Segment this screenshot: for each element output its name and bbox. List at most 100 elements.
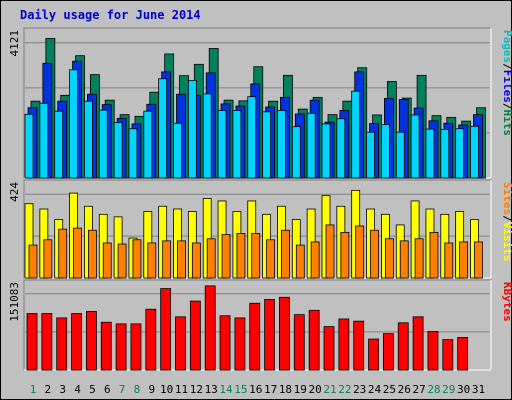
bar-sites-day-30 [459, 241, 469, 279]
bar-kbytes-day-5 [86, 310, 97, 371]
bar-kbytes-day-4 [71, 313, 82, 371]
legend-label-sep: / [501, 63, 512, 70]
x-tick-day-31: 31 [472, 383, 485, 396]
bar-kbytes-day-29 [442, 339, 454, 371]
legend-label-sites: Sites [501, 182, 512, 215]
x-tick-day-16: 16 [249, 383, 262, 396]
bar-kbytes-day-2 [41, 313, 53, 371]
bar-sites-day-28 [429, 231, 439, 279]
x-tick-day-19: 19 [294, 383, 307, 396]
x-tick-day-17: 17 [264, 383, 277, 396]
bar-kbytes-day-18 [279, 296, 290, 371]
x-tick-day-28: 28 [427, 383, 440, 396]
bar-kbytes-day-13 [204, 285, 216, 371]
bar-kbytes-day-19 [293, 314, 305, 371]
x-tick-day-29: 29 [442, 383, 455, 396]
bar-sites-day-26 [399, 240, 409, 279]
x-tick-day-24: 24 [368, 383, 382, 396]
x-tick-day-26: 26 [398, 383, 411, 396]
bar-pages-day-25 [380, 124, 390, 179]
bar-pages-day-23 [351, 90, 361, 179]
bar-sites-day-22 [340, 231, 350, 279]
bar-pages-day-28 [425, 128, 435, 179]
x-tick-day-4: 4 [74, 383, 81, 396]
bar-pages-day-26 [395, 131, 405, 179]
bar-kbytes-day-30 [457, 337, 469, 371]
x-tick-day-2: 2 [45, 383, 52, 396]
x-tick-day-30: 30 [457, 383, 470, 396]
bar-pages-day-2 [39, 102, 49, 179]
bar-sites-day-17 [266, 239, 276, 279]
bar-pages-day-29 [440, 129, 450, 179]
legend-label-files: Files [501, 70, 512, 103]
bar-kbytes-day-20 [308, 309, 320, 371]
side-legend-visits: Sites/Visits [501, 182, 512, 262]
x-tick-day-21: 21 [323, 383, 336, 396]
x-tick-day-13: 13 [205, 383, 218, 396]
bar-sites-day-3 [58, 228, 68, 279]
bar-pages-day-4 [69, 69, 78, 179]
bar-pages-day-1 [24, 113, 34, 179]
bar-kbytes-day-9 [145, 308, 157, 371]
bar-pages-day-31 [470, 125, 479, 179]
bar-sites-day-9 [147, 242, 157, 279]
bar-pages-day-30 [455, 128, 465, 179]
bar-sites-day-7 [117, 243, 127, 279]
bar-pages-day-14 [217, 110, 227, 179]
bar-pages-day-18 [277, 110, 286, 179]
bar-sites-day-4 [73, 227, 82, 279]
bar-kbytes-day-17 [264, 299, 276, 371]
bar-kbytes-day-27 [412, 316, 424, 371]
bar-kbytes-day-11 [175, 316, 186, 371]
side-legend-kbytes: KBytes [501, 282, 512, 322]
bar-pages-day-12 [187, 80, 197, 179]
bar-pages-day-24 [366, 131, 375, 179]
bar-pages-day-8 [128, 128, 138, 179]
x-tick-day-7: 7 [119, 383, 126, 396]
x-tick-day-6: 6 [104, 383, 111, 396]
bar-kbytes-day-12 [189, 300, 201, 371]
x-tick-day-11: 11 [175, 383, 188, 396]
bar-kbytes-day-22 [338, 318, 350, 371]
bar-pages-day-10 [158, 78, 168, 179]
bar-sites-day-20 [310, 241, 320, 279]
legend-label-kbytes: KBytes [501, 282, 512, 322]
bar-sites-day-14 [221, 234, 231, 279]
x-tick-day-12: 12 [190, 383, 203, 396]
bar-sites-day-31 [474, 241, 483, 279]
x-tick-day-8: 8 [134, 383, 141, 396]
bar-pages-day-27 [410, 114, 420, 179]
bar-sites-day-27 [414, 238, 424, 279]
bar-kbytes-day-7 [115, 323, 127, 371]
bar-sites-day-5 [88, 229, 97, 279]
bar-kbytes-day-28 [427, 331, 439, 371]
y-axis-max-kbytes: 151083 [8, 282, 21, 322]
x-tick-day-18: 18 [279, 383, 292, 396]
bar-kbytes-day-8 [130, 323, 142, 371]
bar-pages-day-22 [336, 118, 346, 179]
x-tick-day-22: 22 [338, 383, 351, 396]
x-tick-day-3: 3 [59, 383, 66, 396]
bar-sites-day-18 [281, 229, 290, 279]
bar-sites-day-12 [191, 242, 201, 279]
bar-sites-day-13 [206, 238, 216, 279]
bar-sites-day-25 [384, 238, 394, 279]
bar-pages-day-5 [84, 100, 93, 179]
bar-sites-day-29 [444, 242, 454, 279]
bar-pages-day-9 [143, 110, 153, 179]
legend-label-sep: / [501, 215, 512, 222]
bar-kbytes-day-15 [234, 317, 246, 371]
bar-pages-day-20 [306, 112, 316, 179]
bar-kbytes-day-25 [382, 333, 394, 371]
bar-sites-day-8 [132, 239, 142, 279]
bar-sites-day-16 [251, 233, 261, 279]
x-tick-day-5: 5 [89, 383, 96, 396]
bar-kbytes-day-21 [323, 326, 335, 371]
legend-label-pages: Pages [501, 30, 512, 63]
bar-sites-day-6 [102, 242, 112, 279]
bar-pages-day-13 [202, 93, 212, 179]
bar-kbytes-day-23 [353, 320, 365, 371]
legend-label-sep: / [501, 103, 512, 110]
bar-kbytes-day-3 [56, 317, 68, 371]
